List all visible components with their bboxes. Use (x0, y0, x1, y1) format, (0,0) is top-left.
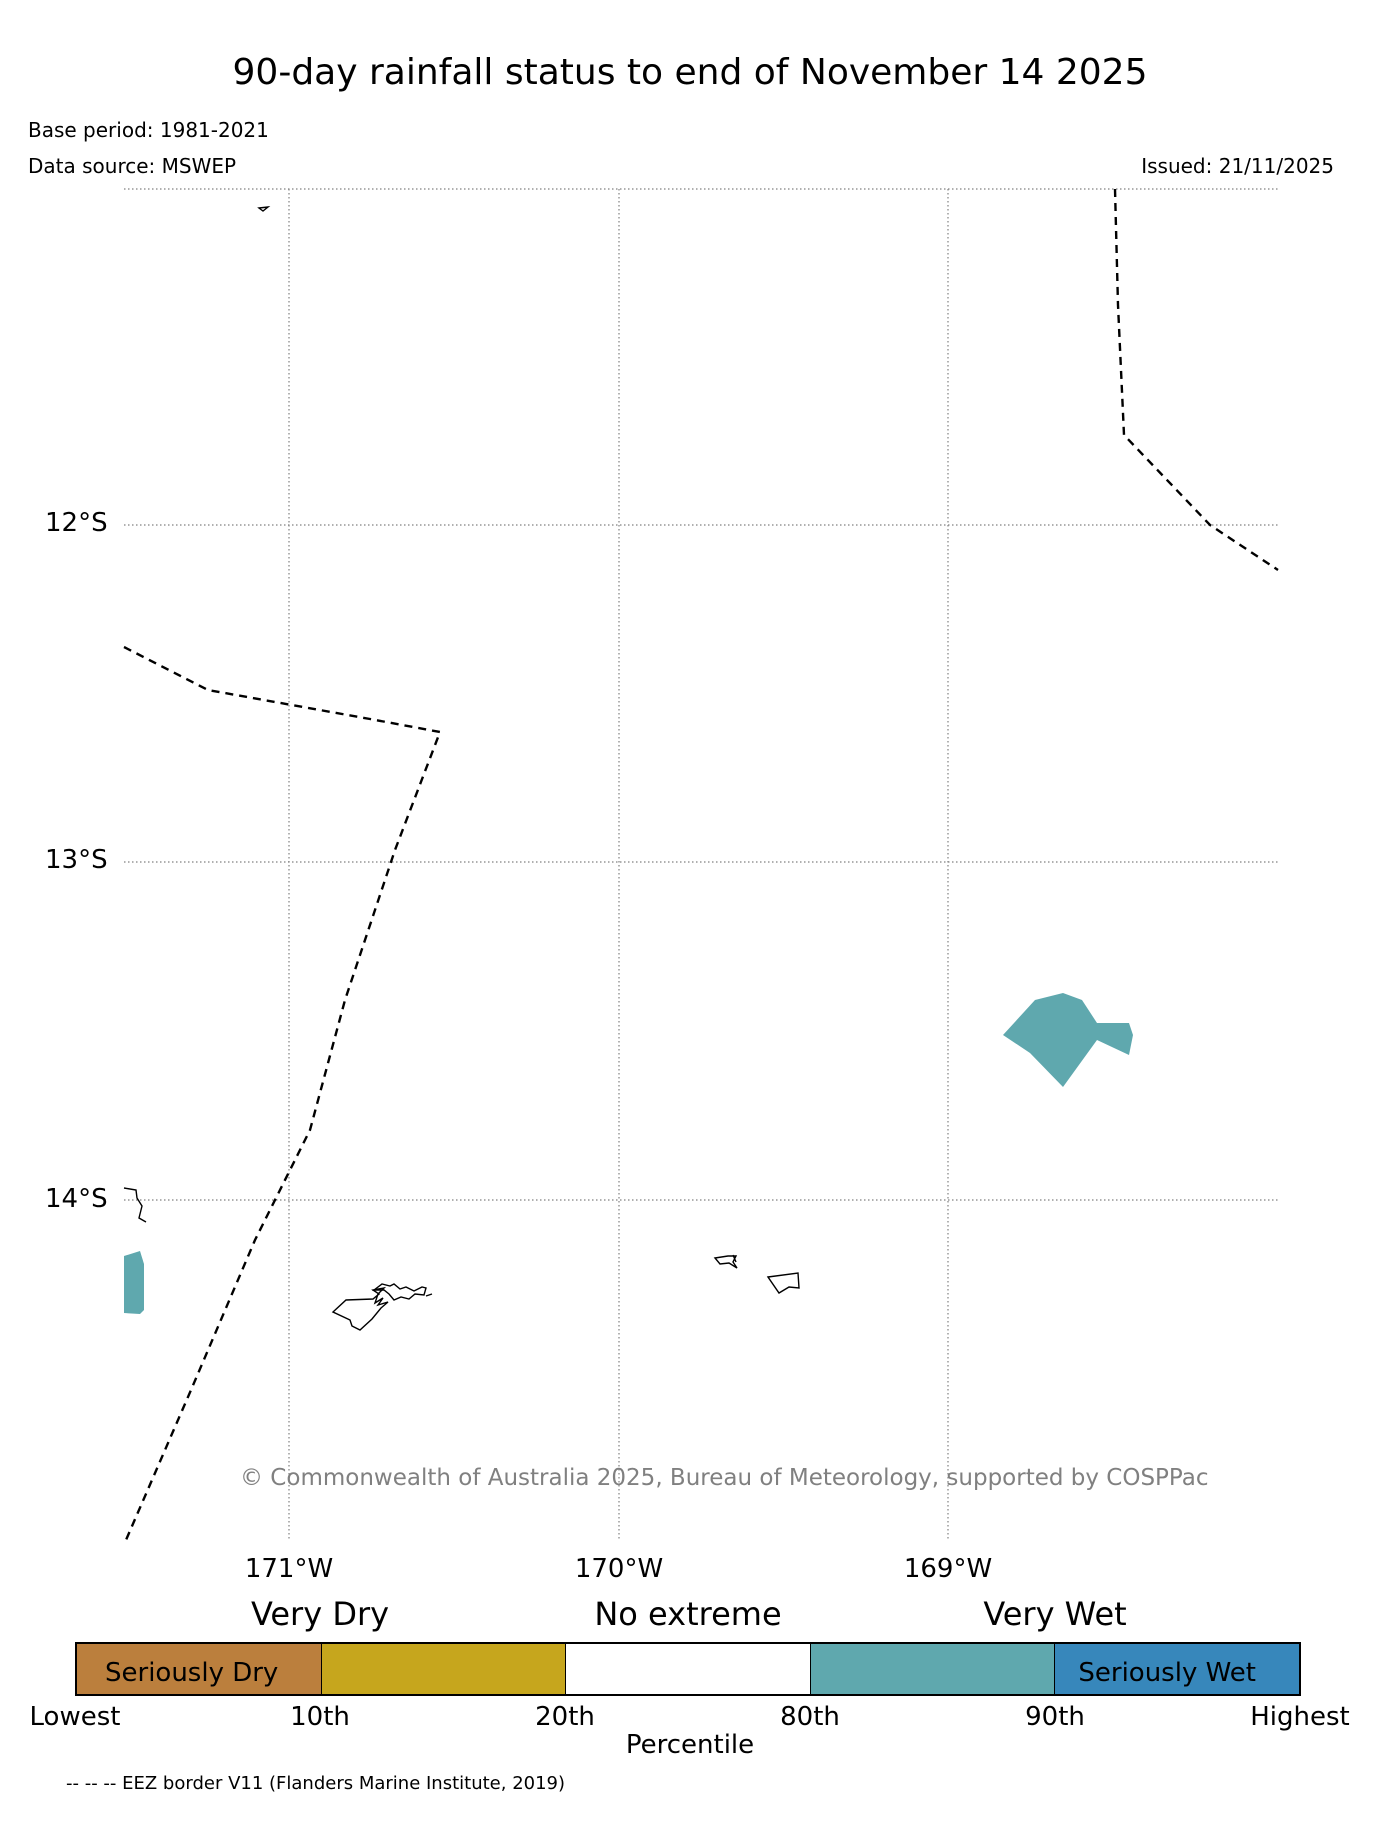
island-ofu-olosega (713, 1254, 738, 1269)
island-outline-west-edge (123, 1187, 147, 1223)
percentile-tick-80th: 80th (780, 1702, 840, 1732)
island-tutuila-east (371, 1283, 433, 1301)
percentile-axis-label: Percentile (625, 1730, 755, 1760)
lat-label-13s: 13°S (45, 845, 108, 875)
legend-segment-label: Seriously Wet (1078, 1658, 1256, 1688)
island-tutuila (331, 1286, 389, 1331)
island-tau (766, 1272, 800, 1294)
legend-category-no-extreme: No extreme (594, 1595, 782, 1633)
lon-label-169w: 169°W (903, 1554, 993, 1584)
eez-border-northeast (1113, 188, 1279, 572)
legend-category-very-wet: Very Wet (983, 1595, 1127, 1633)
legend-segment-seriously-dry: Seriously Dry (77, 1644, 322, 1694)
percentile-tick-90th: 90th (1025, 1702, 1085, 1732)
legend-segment-very-dry (321, 1644, 567, 1694)
lon-label-170w: 170°W (574, 1554, 664, 1584)
base-period-text: Base period: 1981-2021 (28, 118, 269, 142)
percentile-tick-10th: 10th (290, 1702, 350, 1732)
eez-border-note: -- -- -- EEZ border V11 (Flanders Marine… (66, 1773, 566, 1794)
issued-date-text: Issued: 21/11/2025 (1141, 154, 1334, 178)
legend-segment-seriously-wet: Seriously Wet (1055, 1644, 1299, 1694)
percentile-tick-20th: 20th (535, 1702, 595, 1732)
lon-label-171w: 171°W (244, 1554, 334, 1584)
island-outline-north (257, 206, 271, 212)
copyright-notice: © Commonwealth of Australia 2025, Bureau… (240, 1465, 1209, 1491)
legend-segment-label: Seriously Dry (105, 1658, 279, 1688)
lat-label-12s: 12°S (45, 508, 108, 538)
data-source-text: Data source: MSWEP (28, 154, 237, 178)
map-title: 90-day rainfall status to end of Novembe… (232, 52, 1148, 93)
very-wet-area-east (1003, 993, 1133, 1087)
lat-label-14s: 14°S (45, 1184, 108, 1214)
legend-category-very-dry: Very Dry (250, 1595, 390, 1633)
eez-border-west (123, 645, 442, 1541)
legend-segment-no-extreme (566, 1644, 811, 1694)
legend-segment-very-wet (810, 1644, 1056, 1694)
very-wet-area-west (124, 1251, 144, 1314)
legend-colorbar: Seriously Dry Seriously Wet (75, 1642, 1301, 1696)
percentile-tick-highest: Highest (1250, 1702, 1350, 1732)
percentile-tick-lowest: Lowest (29, 1702, 121, 1732)
